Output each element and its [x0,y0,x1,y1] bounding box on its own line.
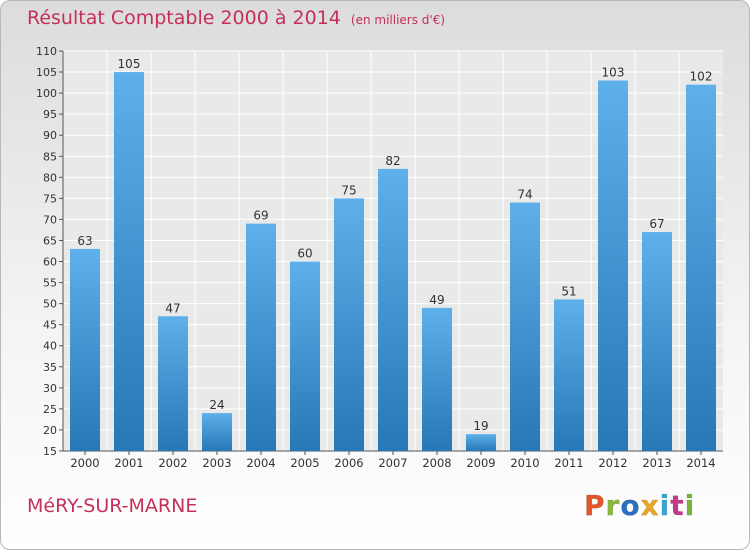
title-row: Résultat Comptable 2000 à 2014 (en millie… [27,7,445,29]
bar [466,434,496,451]
bar [422,307,452,451]
logo-letter: r [605,489,621,523]
bar-value-label: 19 [473,419,488,433]
y-tick-label: 50 [43,298,57,311]
bar-value-label: 69 [253,209,268,223]
bar-value-label: 67 [649,217,664,231]
bar-value-label: 82 [385,154,400,168]
y-tick-label: 85 [43,150,57,163]
x-tick-label: 2005 [290,456,319,470]
bar [510,202,540,451]
bar-value-label: 24 [209,398,224,412]
bar [554,299,584,451]
bar-value-label: 102 [690,70,713,84]
bar-value-label: 75 [341,183,356,197]
x-tick-label: 2001 [114,456,143,470]
logo-letter: i [659,489,671,523]
proxiti-logo: Proxiti [584,489,696,523]
logo-letter: P [584,489,606,523]
bar [334,198,364,451]
city-name: MéRY-SUR-MARNE [27,495,198,517]
y-tick-label: 75 [43,192,57,205]
logo-letter: x [640,489,660,523]
y-tick-label: 35 [43,361,57,374]
y-tick-label: 65 [43,234,57,247]
chart-unit-note: (en milliers d'€) [350,13,446,27]
y-tick-label: 110 [36,45,57,58]
x-tick-label: 2014 [686,456,715,470]
bar [686,84,716,452]
bar [642,232,672,451]
chart-title: Résultat Comptable 2000 à 2014 [27,7,341,29]
y-tick-label: 30 [43,382,57,395]
bar-value-label: 103 [602,65,625,79]
bar [202,413,232,451]
bar [158,316,188,451]
bar-value-label: 63 [77,234,92,248]
y-tick-label: 105 [36,66,57,79]
y-tick-label: 20 [43,424,57,437]
bar-value-label: 60 [297,247,312,261]
x-tick-label: 2011 [554,456,583,470]
y-tick-label: 100 [36,87,57,100]
y-tick-label: 55 [43,277,57,290]
y-tick-label: 45 [43,319,57,332]
x-tick-label: 2010 [510,456,539,470]
y-tick-label: 80 [43,171,57,184]
x-tick-label: 2008 [422,456,451,470]
logo-letter: o [620,489,641,523]
bar [290,261,320,451]
bar-value-label: 51 [561,284,576,298]
x-tick-label: 2000 [70,456,99,470]
x-tick-label: 2004 [246,456,275,470]
bar [246,223,276,451]
x-tick-label: 2013 [642,456,671,470]
bar-value-label: 105 [118,57,141,71]
y-tick-label: 95 [43,108,57,121]
bar [70,248,100,451]
logo-letter: i [684,489,696,523]
x-tick-label: 2009 [466,456,495,470]
y-tick-label: 40 [43,340,57,353]
y-tick-label: 60 [43,256,57,269]
bar [598,80,628,451]
logo-letter: t [670,489,685,523]
y-tick-label: 90 [43,129,57,142]
bar [378,168,408,452]
x-tick-label: 2006 [334,456,363,470]
x-tick-label: 2012 [598,456,627,470]
bar-value-label: 49 [429,293,444,307]
y-tick-label: 15 [43,445,57,458]
y-tick-label: 25 [43,403,57,416]
x-tick-label: 2003 [202,456,231,470]
x-tick-label: 2007 [378,456,407,470]
bar [114,72,144,451]
bar-value-label: 74 [517,188,532,202]
x-tick-label: 2002 [158,456,187,470]
bar-value-label: 47 [165,301,180,315]
y-tick-label: 70 [43,213,57,226]
